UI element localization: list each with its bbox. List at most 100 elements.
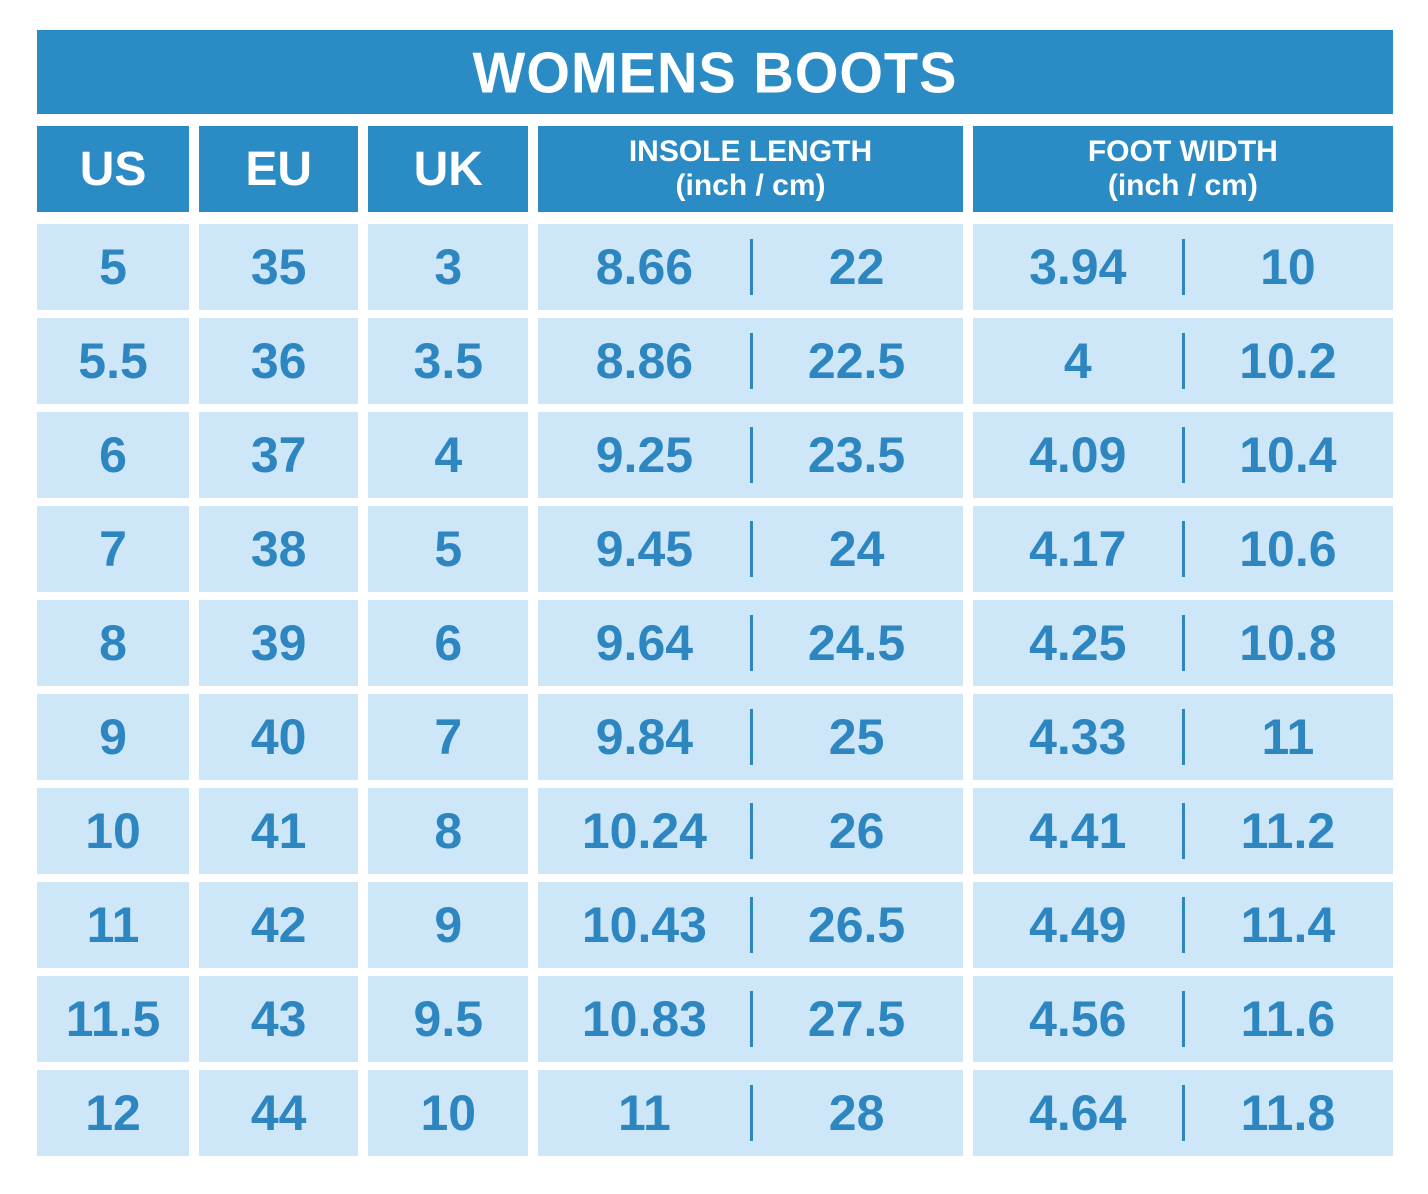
cell-width-inch: 4.09 [1029, 427, 1127, 483]
cell-width-cm: 10 [1260, 239, 1316, 295]
cell-insole-inch: 9.25 [595, 427, 694, 483]
cell-foot-width: 4.49 11.4 [972, 882, 1393, 968]
cell-insole-cm: 24.5 [807, 615, 906, 671]
cell-insole-length: 10.24 26 [538, 788, 963, 874]
cell-divider [1181, 991, 1185, 1047]
cell-width-cm: 11.4 [1240, 897, 1336, 953]
cell-insole-cm: 25 [828, 709, 885, 765]
cell-us: 12 [37, 1070, 190, 1156]
cell-divider [749, 709, 753, 765]
cell-width-inch: 4 [1063, 333, 1092, 389]
cell-divider [1181, 333, 1185, 389]
cell-eu: 41 [199, 788, 359, 874]
cell-eu: 38 [199, 506, 359, 592]
table-body: 5 35 3 8.66 22 3.94 10 5.5 36 3.5 8.86 2… [37, 224, 1393, 1156]
cell-foot-width: 4.41 11.2 [972, 788, 1393, 874]
cell-divider [749, 239, 753, 295]
cell-insole-length: 9.45 24 [538, 506, 963, 592]
table-row: 7 38 5 9.45 24 4.17 10.6 [37, 506, 1393, 592]
chart-title: WOMENS BOOTS [472, 39, 958, 105]
column-header-uk: UK [368, 126, 529, 212]
cell-uk: 3.5 [368, 318, 529, 404]
cell-eu: 37 [199, 412, 359, 498]
cell-width-inch: 4.25 [1029, 615, 1127, 671]
cell-width-cm: 10.6 [1239, 521, 1337, 577]
cell-divider [749, 615, 753, 671]
cell-uk: 9.5 [368, 976, 529, 1062]
cell-us: 5.5 [37, 318, 190, 404]
cell-divider [1181, 1085, 1185, 1141]
cell-insole-inch: 11 [617, 1085, 671, 1141]
cell-eu: 40 [199, 694, 359, 780]
cell-insole-cm: 22.5 [807, 333, 906, 389]
cell-width-cm: 11 [1261, 709, 1315, 765]
cell-eu: 36 [199, 318, 359, 404]
cell-us: 9 [37, 694, 190, 780]
cell-uk: 3 [368, 224, 529, 310]
cell-us: 5 [37, 224, 190, 310]
cell-uk: 10 [368, 1070, 529, 1156]
cell-divider [749, 521, 753, 577]
table-row: 12 44 10 11 28 4.64 11.8 [37, 1070, 1393, 1156]
cell-us: 6 [37, 412, 190, 498]
column-header-us-label: US [79, 142, 147, 196]
cell-us: 8 [37, 600, 190, 686]
cell-divider [749, 1085, 753, 1141]
cell-us: 11 [37, 882, 190, 968]
column-header-us: US [37, 126, 190, 212]
table-row: 5 35 3 8.66 22 3.94 10 [37, 224, 1393, 310]
cell-eu: 35 [199, 224, 359, 310]
cell-divider [1181, 897, 1185, 953]
cell-insole-length: 9.25 23.5 [538, 412, 963, 498]
table-row: 5.5 36 3.5 8.86 22.5 4 10.2 [37, 318, 1393, 404]
cell-foot-width: 4.17 10.6 [972, 506, 1393, 592]
cell-eu: 39 [199, 600, 359, 686]
cell-insole-cm: 24 [828, 521, 885, 577]
cell-insole-cm: 28 [828, 1085, 885, 1141]
cell-foot-width: 4.33 11 [972, 694, 1393, 780]
cell-divider [1181, 803, 1185, 859]
cell-insole-cm: 23.5 [807, 427, 906, 483]
column-header-insole-length-units: (inch / cm) [675, 169, 826, 202]
cell-insole-inch: 9.84 [595, 709, 694, 765]
cell-us: 11.5 [37, 976, 190, 1062]
cell-width-inch: 4.56 [1029, 991, 1127, 1047]
cell-divider [749, 991, 753, 1047]
cell-insole-cm: 27.5 [807, 991, 906, 1047]
column-header-foot-width-units: (inch / cm) [1107, 169, 1258, 202]
cell-divider [1181, 239, 1185, 295]
cell-us: 7 [37, 506, 190, 592]
column-header-insole-length: INSOLE LENGTH (inch / cm) [538, 126, 963, 212]
cell-divider [749, 897, 753, 953]
cell-foot-width: 4 10.2 [972, 318, 1393, 404]
chart-title-banner: WOMENS BOOTS [37, 30, 1393, 114]
cell-insole-cm: 26.5 [807, 897, 906, 953]
column-header-uk-label: UK [413, 142, 483, 196]
cell-width-cm: 10.8 [1239, 615, 1337, 671]
table-row: 10 41 8 10.24 26 4.41 11.2 [37, 788, 1393, 874]
cell-uk: 4 [368, 412, 529, 498]
cell-insole-inch: 10.43 [581, 897, 707, 953]
cell-uk: 9 [368, 882, 529, 968]
cell-eu: 43 [199, 976, 359, 1062]
cell-insole-length: 10.83 27.5 [538, 976, 963, 1062]
cell-uk: 5 [368, 506, 529, 592]
cell-foot-width: 4.25 10.8 [972, 600, 1393, 686]
cell-foot-width: 4.64 11.8 [972, 1070, 1393, 1156]
cell-width-cm: 10.4 [1239, 427, 1337, 483]
column-header-eu: EU [199, 126, 359, 212]
cell-foot-width: 3.94 10 [972, 224, 1393, 310]
cell-width-cm: 11.8 [1240, 1085, 1336, 1141]
cell-insole-cm: 26 [828, 803, 885, 859]
cell-uk: 6 [368, 600, 529, 686]
cell-insole-inch: 10.83 [581, 991, 707, 1047]
cell-width-inch: 4.41 [1029, 803, 1127, 859]
cell-divider [1181, 427, 1185, 483]
cell-divider [749, 333, 753, 389]
column-header-foot-width-label: FOOT WIDTH [1087, 135, 1278, 168]
cell-insole-inch: 8.86 [595, 333, 694, 389]
table-row: 11.5 43 9.5 10.83 27.5 4.56 11.6 [37, 976, 1393, 1062]
column-header-insole-length-label: INSOLE LENGTH [628, 135, 873, 168]
cell-width-cm: 10.2 [1239, 333, 1337, 389]
cell-insole-length: 11 28 [538, 1070, 963, 1156]
